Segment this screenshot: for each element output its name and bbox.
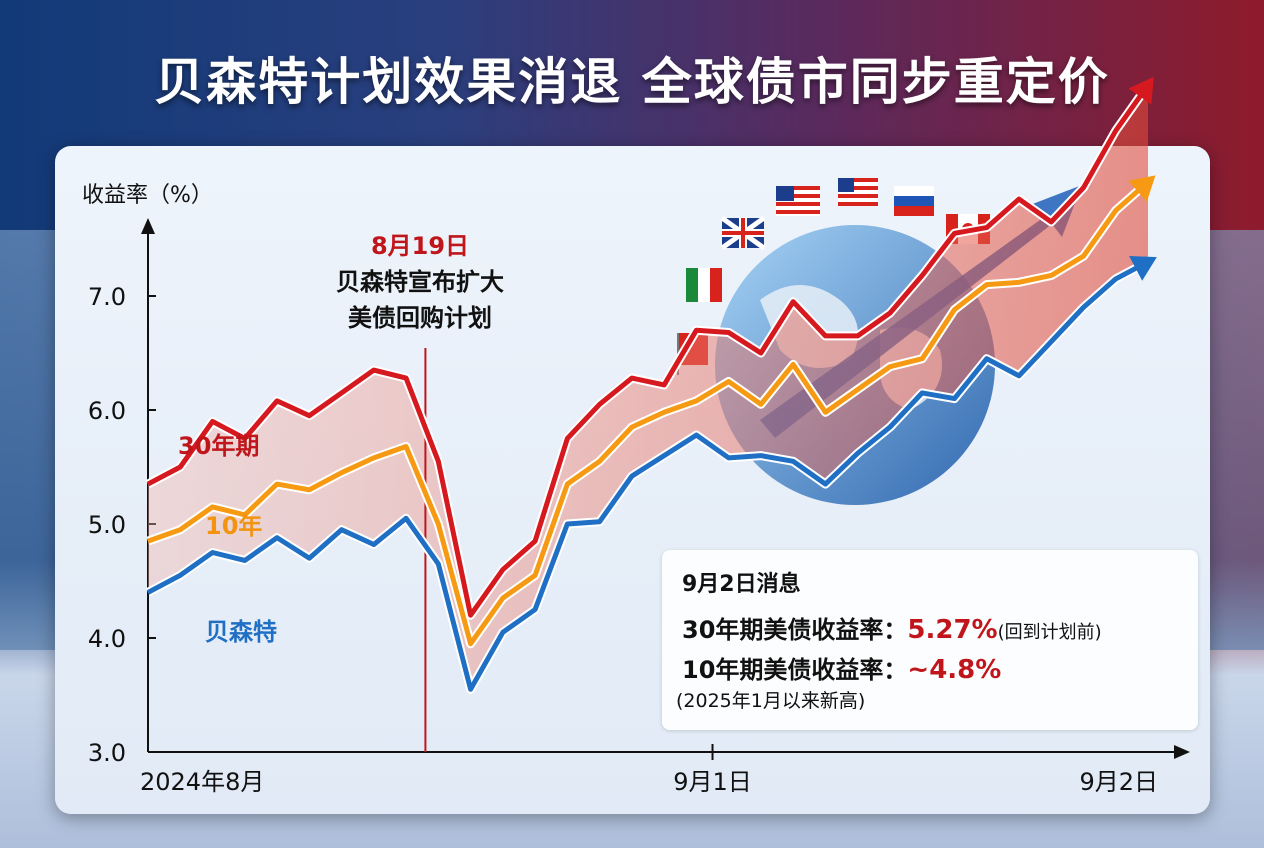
- flag-mexico-icon: [686, 268, 722, 302]
- red-arrow-head-icon: [1128, 76, 1154, 105]
- y-tick-label: 3.0: [88, 739, 126, 767]
- series-lines: [145, 82, 1152, 694]
- info-row-10y-value: ~4.8%: [907, 655, 1002, 685]
- flag-usa-icon-2: [838, 178, 878, 206]
- x-tick-label: 9月1日: [673, 768, 752, 796]
- annotation-date: 8月19日: [370, 232, 470, 260]
- x-ticks: 2024年8月 9月1日 9月2日: [140, 744, 1158, 796]
- y-ticks: 3.0 4.0 5.0 6.0 7.0: [88, 283, 156, 767]
- series-line-30y: [146, 83, 1151, 618]
- y-tick-label: 4.0: [88, 625, 126, 653]
- series-label-30y: 30年期: [178, 432, 260, 460]
- annotation-line-1: 贝森特宣布扩大: [336, 268, 504, 296]
- series-label-bessent: 贝森特: [205, 618, 277, 646]
- info-row-30y-value: 5.27%: [907, 615, 998, 645]
- y-axis-title: 收益率（%）: [82, 183, 213, 208]
- left-skyline: [0, 230, 60, 650]
- y-tick-label: 7.0: [88, 283, 126, 311]
- series-label-10y: 10年: [205, 512, 263, 540]
- y-tick-label: 5.0: [88, 511, 126, 539]
- series-line-bessent: [146, 259, 1150, 692]
- right-skyline: [1204, 230, 1264, 650]
- orange-arrow-head-icon: [1128, 175, 1156, 202]
- y-axis-arrow-icon: [141, 218, 155, 234]
- series-line-10y: [147, 180, 1150, 647]
- x-tick-label: 2024年8月: [140, 768, 264, 796]
- info-row-30y-label: 30年期美债收益率：: [682, 616, 908, 644]
- flag-usa-icon: [776, 186, 820, 216]
- blue-arrow-head-icon: [1129, 255, 1157, 281]
- info-box-title: 9月2日消息: [682, 572, 801, 597]
- annotation-line-2: 美债回购计划: [348, 304, 492, 332]
- y-tick-label: 6.0: [88, 397, 126, 425]
- info-row-30y-note: (回到计划前): [997, 622, 1102, 643]
- info-row-30y: 30年期美债收益率：5.27%(回到计划前): [682, 610, 1102, 645]
- x-axis-arrow-icon: [1174, 745, 1190, 759]
- flag-russia-icon: [894, 186, 934, 216]
- info-row-10y: 10年期美债收益率：~4.8%: [682, 650, 1001, 685]
- flag-uk-icon: [720, 215, 766, 251]
- page-title: 贝森特计划效果消退 全球债市同步重定价: [154, 53, 1110, 111]
- info-box: 9月2日消息 30年期美债收益率：5.27%(回到计划前) 10年期美债收益率：…: [662, 550, 1198, 730]
- x-tick-label: 9月2日: [1079, 768, 1158, 796]
- info-box-footnote: (2025年1月以来新高): [676, 690, 866, 712]
- area-30y: [148, 85, 1148, 690]
- info-row-10y-label: 10年期美债收益率：: [682, 656, 908, 684]
